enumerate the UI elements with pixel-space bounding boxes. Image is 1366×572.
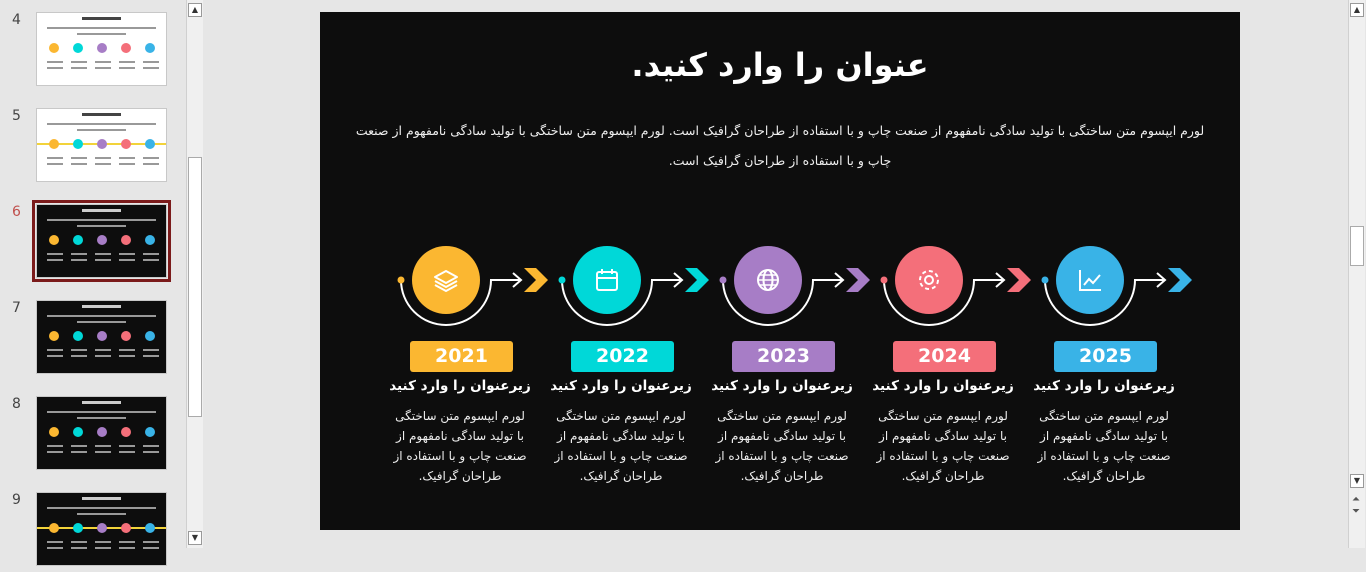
slide-thumbnail[interactable]: 9 [0,492,186,572]
chevron-right-icon [685,268,709,292]
timeline-connector [397,246,548,326]
slide-number: 7 [12,300,21,316]
item-body-text[interactable]: لورم ایپسوم متن ساختگی با تولید سادگی نا… [715,409,849,483]
slide-thumbnail[interactable]: 8 [0,396,186,476]
item-body-text[interactable]: لورم ایپسوم متن ساختگی با تولید سادگی نا… [876,409,1010,483]
scroll-up-button[interactable]: ▲ [188,3,202,17]
timeline-circle [895,246,963,314]
chevron-right-icon [1168,268,1192,292]
timeline-connector [1041,246,1192,326]
slide-thumbnail[interactable]: 5 [0,108,186,188]
year-badge[interactable]: 2024 [893,341,996,372]
slide-thumbnail[interactable]: 7 [0,300,186,380]
scrollbar-thumb[interactable] [1350,226,1364,266]
slide-number: 9 [12,492,21,508]
slide-number: 5 [12,108,21,124]
item-subtitle[interactable]: زیرعنوان را وارد کنید [1033,378,1175,394]
timeline-item[interactable]: 2023 زیرعنوان را وارد کنید لورم ایپسوم متن… [711,242,877,502]
globe-icon [757,269,779,291]
timeline-connector [719,246,870,326]
slide-thumbnail[interactable]: 4 [0,12,186,92]
calendar-icon [596,269,618,291]
scroll-down-button[interactable]: ▼ [1350,474,1364,488]
slide-number: 4 [12,12,21,28]
timeline-circle [573,246,641,314]
slide-thumbnail[interactable]: 6 [0,200,186,284]
prev-next-slide-icon[interactable]: ⏶ ⏷ [1352,494,1360,517]
timeline-connector [880,246,1031,326]
item-subtitle[interactable]: زیرعنوان را وارد کنید [389,378,531,394]
timeline-item[interactable]: 2021 زیرعنوان را وارد کنید لورم ایپسوم متن… [389,242,555,502]
slide-preview[interactable] [32,200,171,282]
chevron-right-icon [1007,268,1031,292]
slide-number: 6 [12,204,21,220]
scroll-up-button[interactable]: ▲ [1350,3,1364,17]
timeline-connector [558,246,709,326]
year-badge[interactable]: 2022 [571,341,674,372]
slide-preview[interactable] [36,492,167,566]
chart-line-icon [1079,270,1101,291]
slide-preview[interactable] [36,108,167,182]
slide-preview[interactable] [36,396,167,470]
slide-thumbnails-panel: 4 5 6 7 8 9 [0,0,186,566]
item-subtitle[interactable]: زیرعنوان را وارد کنید [550,378,692,394]
slide-preview[interactable] [36,300,167,374]
chevron-right-icon [846,268,870,292]
slide-number: 8 [12,396,21,412]
chevron-right-icon [524,268,548,292]
layers-icon [434,270,458,292]
item-subtitle[interactable]: زیرعنوان را وارد کنید [711,378,853,394]
item-body-text[interactable]: لورم ایپسوم متن ساختگی با تولید سادگی نا… [554,409,688,483]
item-body-text[interactable]: لورم ایپسوم متن ساختگی با تولید سادگی نا… [393,409,527,483]
scroll-down-button[interactable]: ▼ [188,531,202,545]
slide-intro-text[interactable]: لورم ایپسوم متن ساختگی با تولید سادگی نا… [355,123,1205,168]
editor-scrollbar[interactable]: ▲ ▼ ⏶ ⏷ [1348,0,1365,548]
item-body-text[interactable]: لورم ایپسوم متن ساختگی با تولید سادگی نا… [1037,409,1171,483]
timeline-item[interactable]: 2025 زیرعنوان را وارد کنید لورم ایپسوم متن… [1033,242,1199,502]
year-badge[interactable]: 2025 [1054,341,1157,372]
timeline-item[interactable]: 2022 زیرعنوان را وارد کنید لورم ایپسوم متن… [550,242,716,502]
timeline-circle [412,246,480,314]
year-badge[interactable]: 2023 [732,341,835,372]
thumbnails-scrollbar[interactable]: ▲ ▼ [186,0,203,548]
gear-icon [919,270,939,290]
slide-preview[interactable] [36,12,167,86]
scrollbar-thumb[interactable] [188,157,202,417]
item-subtitle[interactable]: زیرعنوان را وارد کنید [872,378,1014,394]
timeline-item[interactable]: 2024 زیرعنوان را وارد کنید لورم ایپسوم متن… [872,242,1038,502]
slide-title[interactable]: عنوان را وارد کنید. [631,46,929,84]
slide-canvas[interactable]: عنوان را وارد کنید. لورم ایپسوم متن ساخت… [320,12,1240,530]
year-badge[interactable]: 2021 [410,341,513,372]
